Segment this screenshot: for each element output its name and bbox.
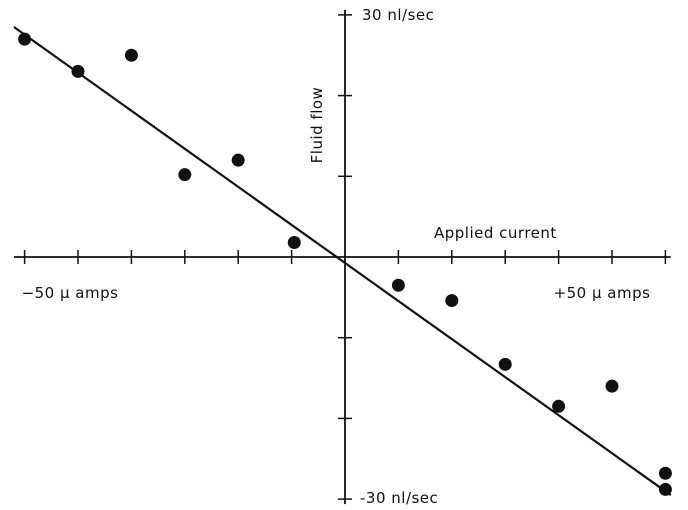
x-axis-label: Applied current	[434, 224, 557, 242]
y-top-end-label: 30 nl/sec	[362, 6, 434, 24]
data-point	[658, 482, 672, 496]
data-point	[18, 32, 32, 46]
data-point	[287, 235, 301, 249]
data-point	[391, 278, 405, 292]
data-point	[124, 48, 138, 62]
data-points	[18, 32, 672, 496]
y-bottom-end-label: -30 nl/sec	[360, 489, 438, 507]
data-point	[178, 168, 192, 182]
data-point	[605, 379, 619, 393]
fit-line	[13, 26, 672, 496]
data-point	[552, 399, 566, 413]
data-point	[445, 294, 459, 308]
y-axis-label: Fluid flow	[308, 87, 326, 164]
data-point	[658, 466, 672, 480]
data-point	[231, 153, 245, 167]
data-point	[71, 64, 85, 78]
x-neg-end-label: −50 μ amps	[22, 284, 119, 302]
x-pos-end-label: +50 μ amps	[554, 284, 651, 302]
data-point	[498, 357, 512, 371]
